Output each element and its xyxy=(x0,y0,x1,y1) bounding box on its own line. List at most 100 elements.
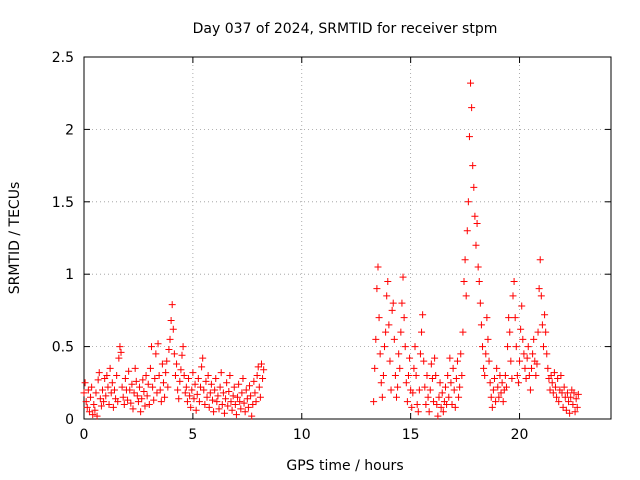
data-point xyxy=(398,299,406,307)
data-point xyxy=(504,343,512,351)
data-point xyxy=(521,364,529,372)
data-point xyxy=(94,376,102,384)
data-point xyxy=(395,350,403,358)
data-point xyxy=(554,374,562,382)
data-point xyxy=(452,374,460,382)
data-point xyxy=(81,379,89,387)
data-point xyxy=(256,393,264,401)
data-point xyxy=(157,398,165,406)
data-point xyxy=(174,386,182,394)
data-point xyxy=(226,372,234,380)
data-point xyxy=(385,321,393,329)
data-point xyxy=(534,328,542,336)
data-point xyxy=(499,398,507,406)
data-point xyxy=(238,389,246,397)
data-point xyxy=(165,345,173,353)
data-point xyxy=(240,399,248,407)
data-point xyxy=(523,354,531,362)
data-point xyxy=(445,393,453,401)
data-point xyxy=(216,383,224,391)
data-point xyxy=(234,393,242,401)
data-point xyxy=(116,343,124,351)
data-point xyxy=(173,360,181,368)
data-point xyxy=(88,383,96,391)
data-point xyxy=(532,372,540,380)
data-point xyxy=(259,374,267,382)
data-point xyxy=(413,401,421,409)
data-point xyxy=(124,396,132,404)
data-point xyxy=(148,343,156,351)
data-point xyxy=(505,314,513,322)
data-point xyxy=(457,350,465,358)
data-point xyxy=(490,374,498,382)
data-point xyxy=(203,393,211,401)
data-point xyxy=(180,372,188,380)
data-point xyxy=(476,299,484,307)
data-point xyxy=(390,335,398,343)
x-tick-label: 20 xyxy=(511,427,529,443)
data-point xyxy=(236,398,244,406)
data-point xyxy=(227,398,235,406)
data-point xyxy=(178,351,186,359)
data-point xyxy=(512,343,520,351)
data-point xyxy=(187,403,195,411)
data-point xyxy=(492,398,500,406)
data-point xyxy=(182,383,190,391)
data-point xyxy=(543,350,551,358)
data-point xyxy=(92,389,100,397)
data-point xyxy=(129,405,137,413)
data-point xyxy=(426,386,434,394)
data-point xyxy=(424,393,432,401)
data-point xyxy=(456,383,464,391)
data-point xyxy=(458,372,466,380)
data-point xyxy=(372,335,380,343)
data-point xyxy=(118,383,126,391)
data-point xyxy=(225,387,233,395)
data-point xyxy=(559,403,567,411)
data-point xyxy=(144,380,152,388)
data-point xyxy=(126,386,134,394)
data-point xyxy=(403,398,411,406)
data-point xyxy=(469,162,477,170)
data-point xyxy=(146,364,154,372)
data-point xyxy=(153,389,161,397)
data-point xyxy=(379,372,387,380)
data-point xyxy=(463,227,471,235)
data-point xyxy=(494,383,502,391)
data-point xyxy=(167,317,175,325)
data-point xyxy=(472,241,480,249)
data-point xyxy=(254,363,262,371)
data-point xyxy=(388,306,396,314)
data-point xyxy=(247,392,255,400)
data-point xyxy=(470,183,478,191)
x-tick-label: 0 xyxy=(80,427,89,443)
data-point xyxy=(199,354,207,362)
data-point xyxy=(475,277,483,285)
data-point xyxy=(502,383,510,391)
data-point xyxy=(257,360,265,368)
data-point xyxy=(411,343,419,351)
data-point xyxy=(222,395,230,403)
data-point xyxy=(399,273,407,281)
data-point xyxy=(128,380,136,388)
data-point xyxy=(117,348,125,356)
data-point xyxy=(214,392,222,400)
data-point xyxy=(239,374,247,382)
data-point xyxy=(231,401,239,409)
data-point xyxy=(237,405,245,413)
data-point xyxy=(391,372,399,380)
data-point xyxy=(525,372,533,380)
data-point xyxy=(384,277,392,285)
data-point xyxy=(90,401,98,409)
data-point xyxy=(447,379,455,387)
data-point xyxy=(141,402,149,410)
y-tick-label: 1 xyxy=(65,267,74,283)
data-point xyxy=(232,411,240,419)
data-point xyxy=(435,393,443,401)
data-point xyxy=(555,398,563,406)
y-tick-label: 2 xyxy=(65,122,74,138)
data-point xyxy=(396,364,404,372)
data-point xyxy=(487,393,495,401)
data-point xyxy=(213,398,221,406)
data-point xyxy=(82,398,90,406)
